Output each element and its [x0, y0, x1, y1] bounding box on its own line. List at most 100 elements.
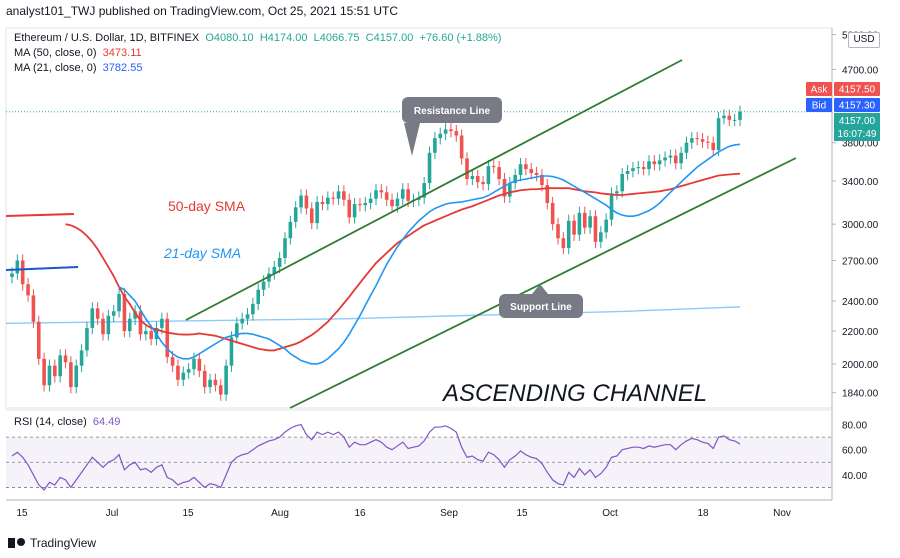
last-price-tag-value: 4157.00: [839, 116, 876, 127]
candle-body: [304, 195, 309, 209]
candle-body: [95, 308, 100, 319]
candle-body: [400, 189, 405, 199]
candle-body: [668, 155, 673, 158]
candle-body: [609, 193, 614, 220]
y-tick-label: 3400.00: [842, 177, 879, 188]
candle-body: [604, 219, 608, 233]
candle-body: [20, 260, 25, 285]
instrument-legend: Ethereum / U.S. Dollar, 1D, BITFINEX O40…: [14, 32, 501, 44]
bid-tag-value: 4157.30: [839, 101, 876, 112]
candle-body: [690, 138, 694, 143]
ma50-value: 3473.11: [102, 47, 142, 59]
sma21-annotation: 21-day SMA: [163, 245, 241, 261]
candle-body: [106, 315, 111, 335]
currency-button[interactable]: USD: [848, 32, 880, 48]
candle-body: [283, 238, 287, 258]
x-tick-label: Aug: [271, 508, 289, 519]
rsi-value: 64.49: [92, 416, 121, 428]
footer-brand[interactable]: TradingView: [8, 536, 96, 550]
candle-body: [738, 111, 742, 120]
candle-body: [427, 152, 432, 184]
candle-body: [176, 365, 180, 380]
last-price-tag-bg: [834, 113, 880, 141]
rsi-legend[interactable]: RSI (14, close) 64.49: [14, 416, 120, 428]
candle-body: [540, 174, 544, 186]
candle-body: [10, 273, 14, 277]
candle-body: [36, 321, 41, 359]
candle-body: [663, 157, 667, 161]
candle-body: [160, 318, 164, 328]
candle-body: [384, 192, 389, 200]
candle-body: [502, 179, 507, 197]
candle-body: [315, 201, 319, 224]
ma50-legend[interactable]: MA (50, close, 0) 3473.11: [14, 47, 142, 59]
candle-body: [261, 281, 266, 290]
y-tick-label: 3800.00: [842, 139, 879, 150]
ask-tag-value: 4157.50: [839, 85, 876, 96]
candle-body: [390, 199, 394, 207]
footer-brand-text: TradingView: [30, 536, 97, 550]
ma200-line: [5, 306, 741, 325]
candle-body: [652, 161, 657, 165]
y-tick-label: 2700.00: [842, 256, 879, 267]
candle-body: [358, 204, 362, 206]
candle-body: [277, 257, 282, 267]
candle-body: [465, 158, 469, 180]
candle-body: [706, 141, 710, 143]
candle-body: [368, 198, 373, 204]
candle-body: [363, 203, 368, 206]
support-callout-pointer: [532, 284, 548, 294]
candle-body: [224, 365, 228, 395]
candle-body: [101, 318, 105, 335]
candle-body: [636, 167, 641, 169]
x-tick-label: Jul: [106, 508, 119, 519]
candle-body: [31, 295, 36, 322]
candle-body: [732, 119, 737, 121]
candle-body: [406, 189, 410, 201]
candle-body: [700, 139, 705, 142]
x-tick-label: 15: [516, 508, 528, 519]
candle-body: [26, 284, 30, 296]
candle-body: [524, 164, 528, 170]
ohlc-open: O4080.10: [205, 32, 254, 44]
candle-body: [42, 358, 46, 386]
publisher-text: analyst101_TWJ published on TradingView.…: [6, 4, 398, 18]
candle-body: [673, 155, 678, 164]
candle-body: [79, 350, 84, 366]
x-tick-label: 16: [354, 508, 366, 519]
ask-tag-value-bg: [834, 82, 880, 96]
candle-body: [631, 168, 635, 172]
candle-body: [149, 331, 153, 340]
candle-body: [133, 311, 137, 319]
bid-tag-value-bg: [834, 98, 880, 112]
ma21-legend[interactable]: MA (21, close, 0) 3782.55: [14, 62, 142, 74]
support-callout-box: [499, 294, 583, 318]
x-tick-label: Nov: [773, 508, 791, 519]
candle-body: [127, 318, 132, 332]
y-tick-label: 2000.00: [842, 360, 879, 371]
candle-body: [529, 169, 534, 174]
ma21-prior-segment: [5, 266, 79, 271]
candle-body: [63, 355, 68, 363]
rsi-tick-label: 80.00: [842, 421, 867, 432]
candle-body: [470, 175, 475, 180]
ohlc-close: C4157.00: [365, 32, 414, 44]
candle-body: [69, 362, 73, 388]
candle-body: [58, 355, 62, 377]
candle-body: [497, 167, 501, 180]
candles-group: [10, 105, 742, 401]
candle-body: [170, 357, 175, 366]
candle-body: [566, 220, 571, 248]
candle-body: [256, 289, 261, 304]
y-tick-label: 2200.00: [842, 327, 879, 338]
ohlc-low: L4066.75: [313, 32, 360, 44]
candle-body: [47, 365, 52, 386]
ma50-prior-segment: [5, 213, 75, 217]
candle-body: [379, 190, 384, 193]
candle-body: [74, 365, 79, 388]
resistance-callout-box: [402, 97, 502, 123]
candle-body: [181, 372, 186, 380]
tradingview-logo-icon: [8, 537, 26, 549]
y-tick-label: 1840.00: [842, 389, 879, 400]
